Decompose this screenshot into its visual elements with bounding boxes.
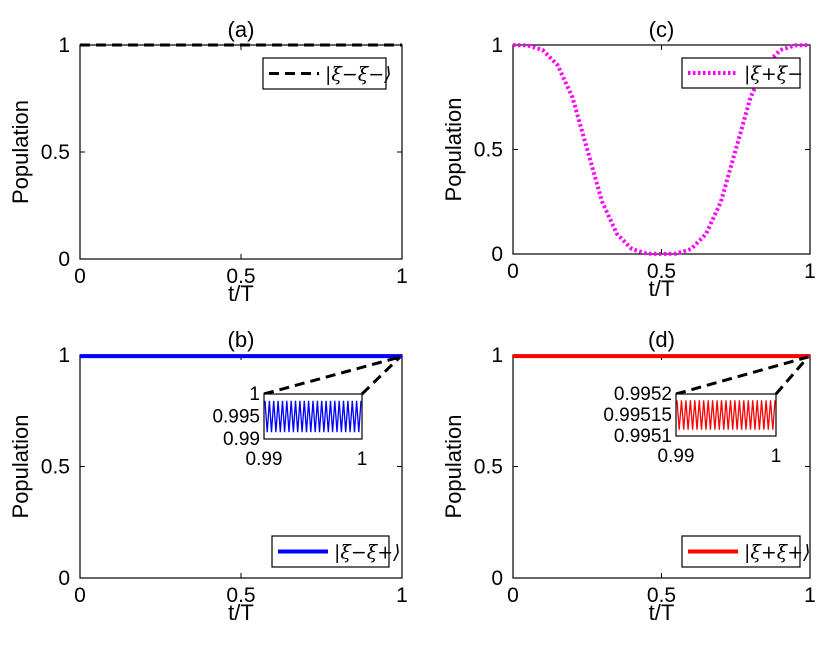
y-tick-label: 1: [58, 344, 70, 367]
x-axis-label: t/T: [228, 281, 254, 306]
y-axis-label: Population: [8, 100, 33, 204]
panel-title: (a): [228, 17, 255, 42]
y-tick-label: 0.5: [41, 456, 70, 479]
y-tick-label: 0.5: [474, 456, 503, 479]
x-tick-label: 1: [804, 584, 816, 607]
y-axis-label: Population: [441, 98, 466, 202]
x-tick-label: 1: [396, 584, 408, 607]
y-axis-label: Population: [441, 415, 466, 519]
x-tick-label: 1: [396, 265, 408, 288]
inset-oscillation: [264, 400, 362, 433]
panel-b: 0 0.5 100.51t/TPopulation(b)10.9950.990.99…: [8, 327, 408, 625]
y-tick-label: 0.5: [41, 141, 70, 164]
inset-x-tick-label: 0.99: [658, 446, 695, 467]
x-tick-label: 0.5: [647, 584, 676, 607]
panel-title: (d): [648, 327, 675, 352]
inset-y-tick-label: 1: [249, 384, 260, 405]
y-tick-label: 0.5: [474, 139, 503, 162]
x-tick-label: 0: [74, 584, 86, 607]
x-tick-label: 0.5: [226, 584, 255, 607]
panel-c: 0 0.5 1 0 0.5 1 t/T Population (c) |ξ+ξ−: [441, 17, 816, 301]
legend-label: |ξ−ξ−⟩: [325, 64, 392, 86]
inset-y-tick-label: 0.9952: [614, 384, 672, 405]
inset-x-tick-label: 1: [771, 446, 782, 467]
inset-connector: [263, 355, 401, 396]
x-tick-label: 0.5: [226, 265, 255, 288]
legend: |ξ+ξ+⟩: [681, 535, 811, 568]
panel-title: (c): [649, 17, 675, 42]
inset-connector: [360, 355, 402, 396]
inset-oscillation: [676, 400, 776, 430]
legend-label: |ξ−ξ+⟩: [334, 542, 401, 564]
y-tick-label: 0: [491, 567, 503, 590]
y-axis-label: Population: [8, 415, 33, 519]
legend: |ξ−ξ+⟩: [271, 535, 401, 568]
x-tick-label: 1: [804, 260, 816, 283]
legend: |ξ+ξ−: [681, 57, 803, 89]
y-tick-label: 0: [58, 248, 70, 271]
inset-y-tick-label: 0.99515: [603, 405, 672, 426]
inset-x-tick-label: 1: [357, 449, 368, 470]
inset-y-tick-label: 0.995: [212, 407, 260, 428]
y-tick-label: 1: [58, 34, 70, 57]
legend-label: |ξ+ξ+⟩: [744, 542, 811, 564]
x-axis-label: t/T: [649, 600, 675, 625]
x-tick-label: 0.5: [647, 260, 676, 283]
y-tick-label: 0: [58, 567, 70, 590]
inset-y-tick-label: 0.99: [223, 429, 260, 450]
x-tick-label: 0: [507, 584, 519, 607]
y-tick-label: 1: [491, 344, 503, 367]
legend: |ξ−ξ−⟩: [262, 57, 392, 90]
y-tick-label: 0: [491, 243, 503, 266]
y-tick-label: 1: [491, 34, 503, 57]
x-tick-label: 0: [507, 260, 519, 283]
x-axis-label: t/T: [649, 276, 675, 301]
inset-x-tick-label: 0.99: [246, 449, 283, 470]
legend-box: [262, 57, 387, 90]
inset-connector: [675, 355, 809, 396]
legend-label: |ξ+ξ−: [744, 63, 803, 85]
legend-box: [681, 57, 801, 89]
inset-connector: [774, 356, 810, 395]
x-tick-label: 0: [74, 265, 86, 288]
panel-a: 0 0.5 1 0 0.5 1 t/T Population (a) |ξ−ξ−⟩: [8, 17, 408, 306]
panel-title: (b): [228, 327, 255, 352]
panel-d: 0 0.5 100.51t/TPopulation(d)0.99520.995150…: [441, 327, 816, 625]
inset-y-tick-label: 0.9951: [614, 426, 672, 447]
x-axis-label: t/T: [228, 600, 254, 625]
